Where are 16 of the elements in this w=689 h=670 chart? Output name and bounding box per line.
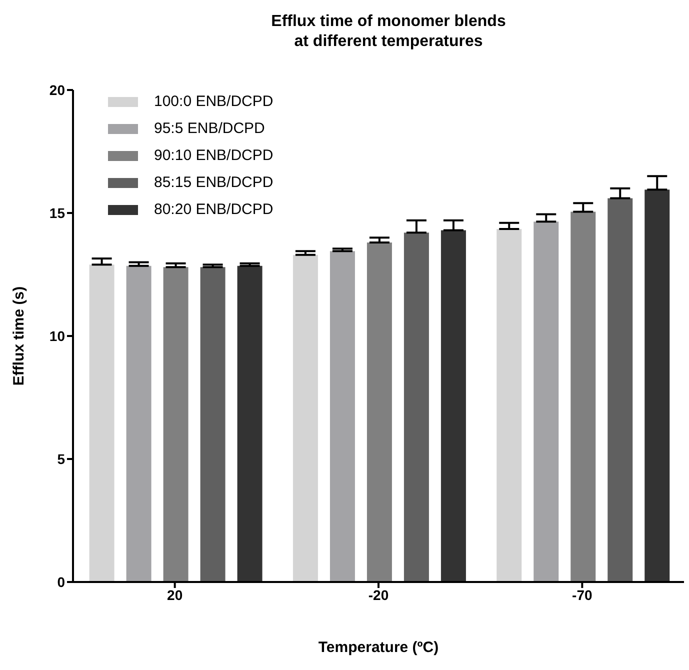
y-tick-label: 20 <box>49 82 66 98</box>
x-tick-label: 20 <box>167 586 183 603</box>
x-tick-label: -70 <box>572 586 592 603</box>
y-tick-label: 5 <box>57 450 66 467</box>
legend-label: 85:15 ENB/DCPD <box>154 174 274 191</box>
y-axis-title: Efflux time (s) <box>10 286 28 386</box>
legend-label: 80:20 ENB/DCPD <box>154 201 274 218</box>
x-axis-title: Temperature (ºC) <box>318 639 439 656</box>
legend-label: 90:10 ENB/DCPD <box>154 147 274 164</box>
legend-label: 95:5 ENB/DCPD <box>154 120 265 137</box>
x-tick-label: -20 <box>368 586 389 603</box>
y-tick-label: 10 <box>49 328 66 344</box>
chart-title: Efflux time of monomer blends at different temperatures <box>270 12 507 52</box>
legend-label: 100:0 ENB/DCPD <box>154 93 274 110</box>
y-tick-label: 15 <box>49 204 66 221</box>
y-tick-label: 0 <box>57 574 66 590</box>
